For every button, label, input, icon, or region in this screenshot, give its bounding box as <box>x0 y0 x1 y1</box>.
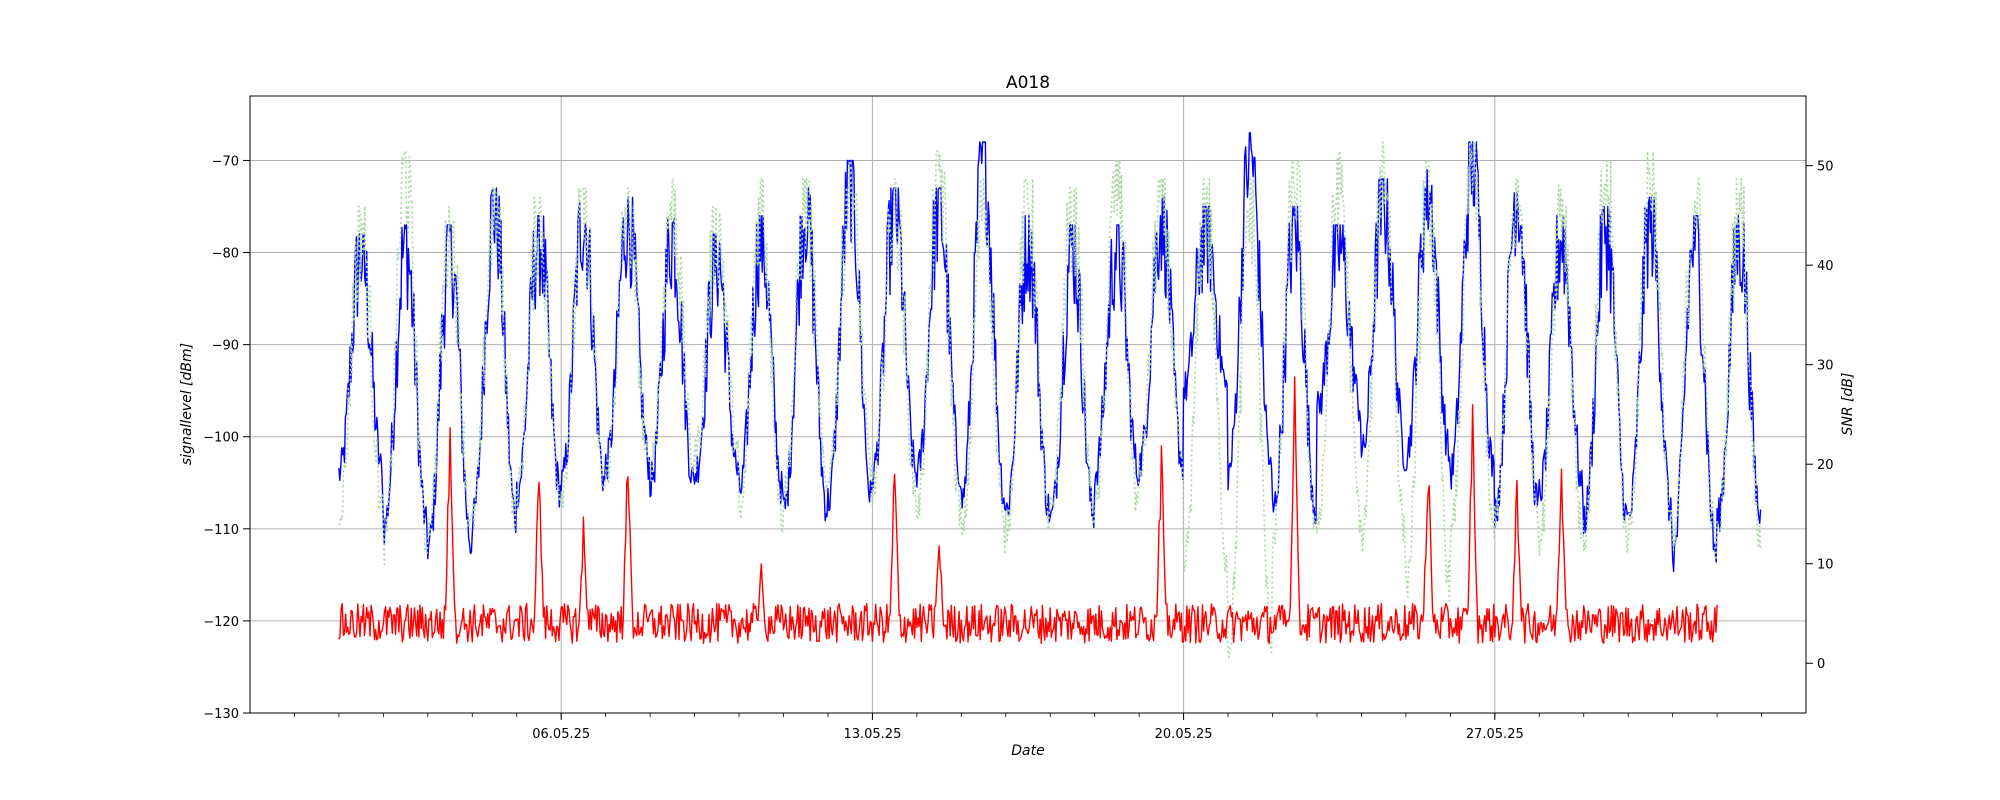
signal-secondary-series-line <box>338 141 1762 659</box>
y-left-tick-label: −80 <box>212 247 239 262</box>
y-axis-left-label: signallevel [dBm] <box>179 343 195 465</box>
y-left-tick-label: −120 <box>203 615 239 630</box>
y-left-tick-label: −100 <box>203 431 239 446</box>
series-layer <box>338 132 1762 659</box>
x-tick-label: 06.05.25 <box>532 727 590 742</box>
y-right-tick-label: 30 <box>1817 359 1834 374</box>
y-right-tick-label: 40 <box>1817 259 1834 274</box>
x-axis-label: Date <box>1011 743 1044 759</box>
x-tick-label: 13.05.25 <box>843 727 901 742</box>
chart-title: A018 <box>1006 73 1050 93</box>
x-tick-label: 27.05.25 <box>1466 727 1524 742</box>
y-right-tick-label: 10 <box>1817 558 1834 573</box>
axis-ticks: 06.05.25 13.05.25 20.05.25 27.05.25 −130 −120… <box>203 154 1833 742</box>
y-right-tick-label: 50 <box>1817 160 1834 175</box>
x-tick-label: 20.05.25 <box>1155 727 1213 742</box>
y-left-tick-label: −130 <box>203 707 239 722</box>
y-left-tick-label: −90 <box>212 339 239 354</box>
y-right-tick-label: 0 <box>1817 657 1825 672</box>
plot-frame <box>249 95 1807 714</box>
y-left-tick-label: −70 <box>212 154 239 169</box>
y-axis-right-label: SNR [dB] <box>1840 373 1856 436</box>
y-left-tick-label: −110 <box>203 523 239 538</box>
y-right-tick-label: 20 <box>1817 458 1834 473</box>
snr-series-line <box>338 376 1718 644</box>
